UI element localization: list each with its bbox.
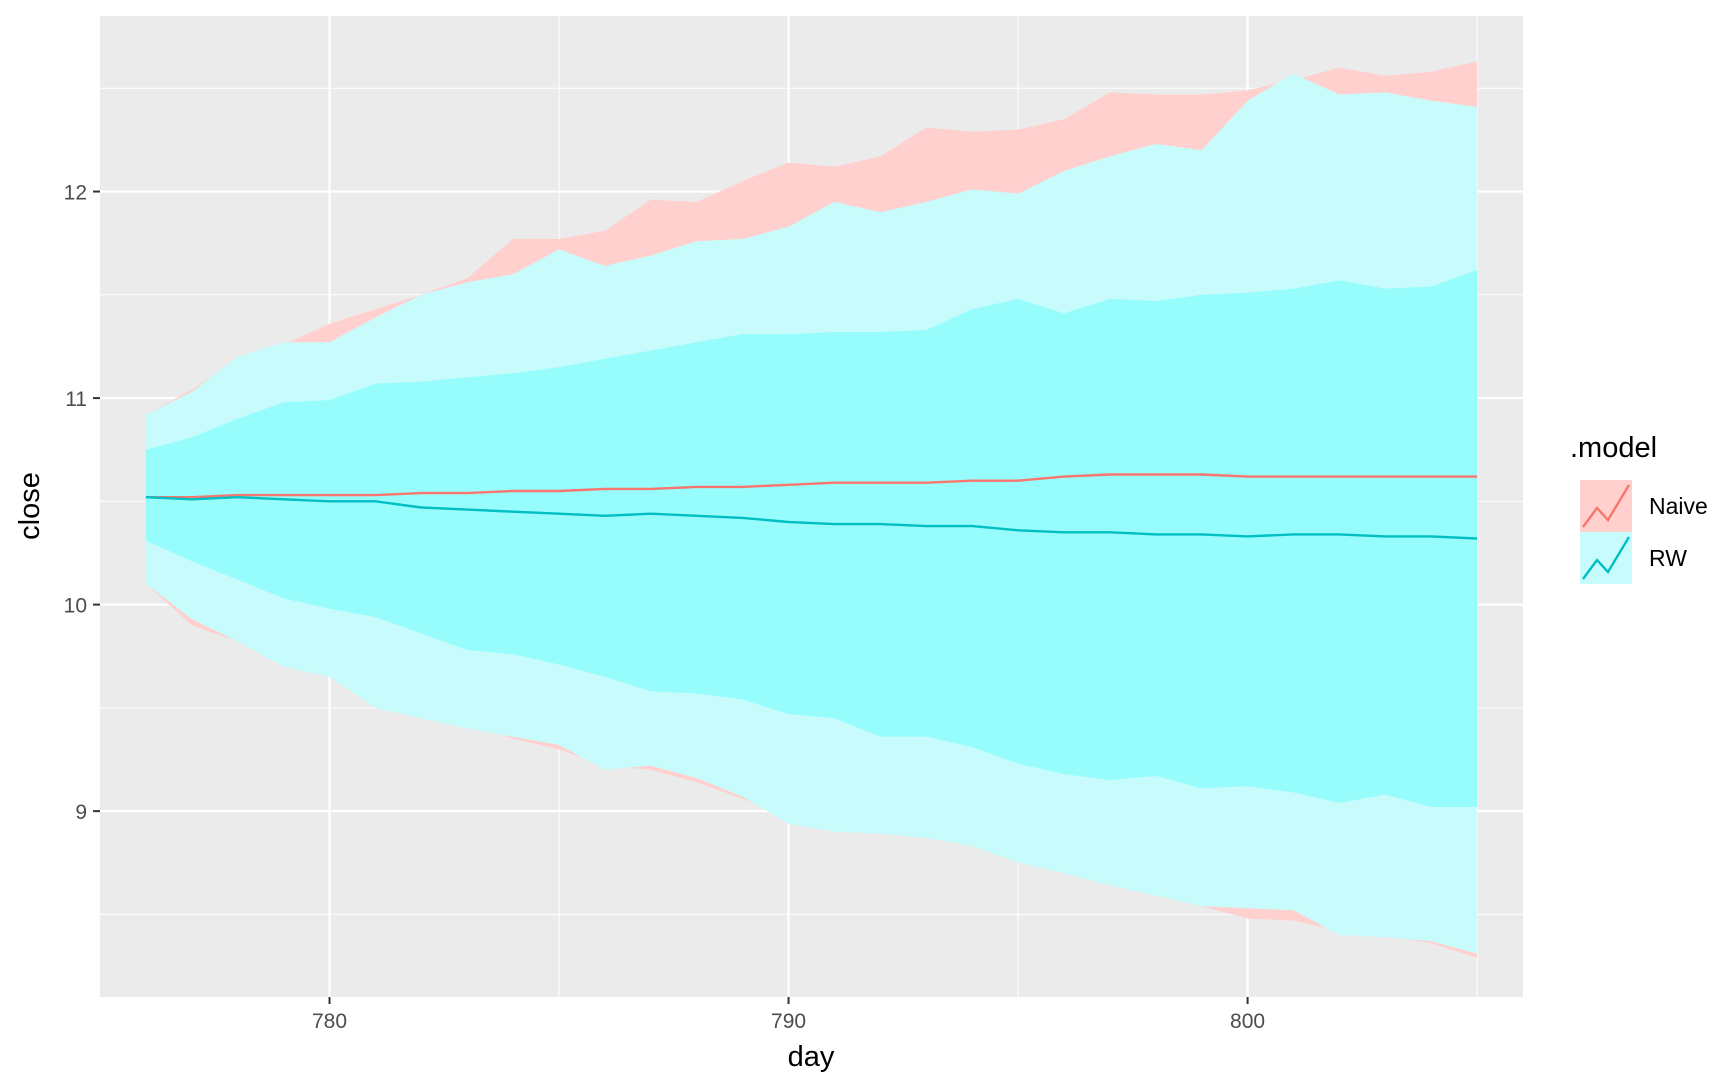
legend-label-rw: RW (1649, 545, 1687, 571)
y-tick-label: 9 (75, 801, 87, 824)
x-tick-label: 780 (312, 1010, 347, 1033)
forecast-mean-lines (145, 473, 1478, 540)
forecast-interval-bands (145, 61, 1478, 958)
legend-key-naive (1580, 480, 1632, 532)
x-tick-label: 800 (1230, 1010, 1265, 1033)
axes: 780 790 800 9 10 11 12 (64, 182, 1265, 1033)
y-tick-label: 10 (64, 595, 87, 618)
legend: .model Naive RW (1570, 432, 1708, 584)
x-axis-title: day (788, 1041, 835, 1073)
legend-key-rw (1580, 532, 1632, 584)
y-tick-label: 11 (65, 388, 87, 411)
line-rw (145, 495, 1478, 540)
line-naive (145, 473, 1478, 499)
x-tick-label: 790 (771, 1010, 806, 1033)
legend-title: .model (1570, 432, 1657, 464)
legend-label-naive: Naive (1649, 493, 1708, 519)
band-rw-80 (145, 270, 1478, 807)
legend-line-icon (1582, 536, 1631, 580)
y-axis-title: close (14, 472, 46, 540)
legend-line-icon (1582, 484, 1631, 528)
y-tick-label: 12 (64, 182, 87, 205)
